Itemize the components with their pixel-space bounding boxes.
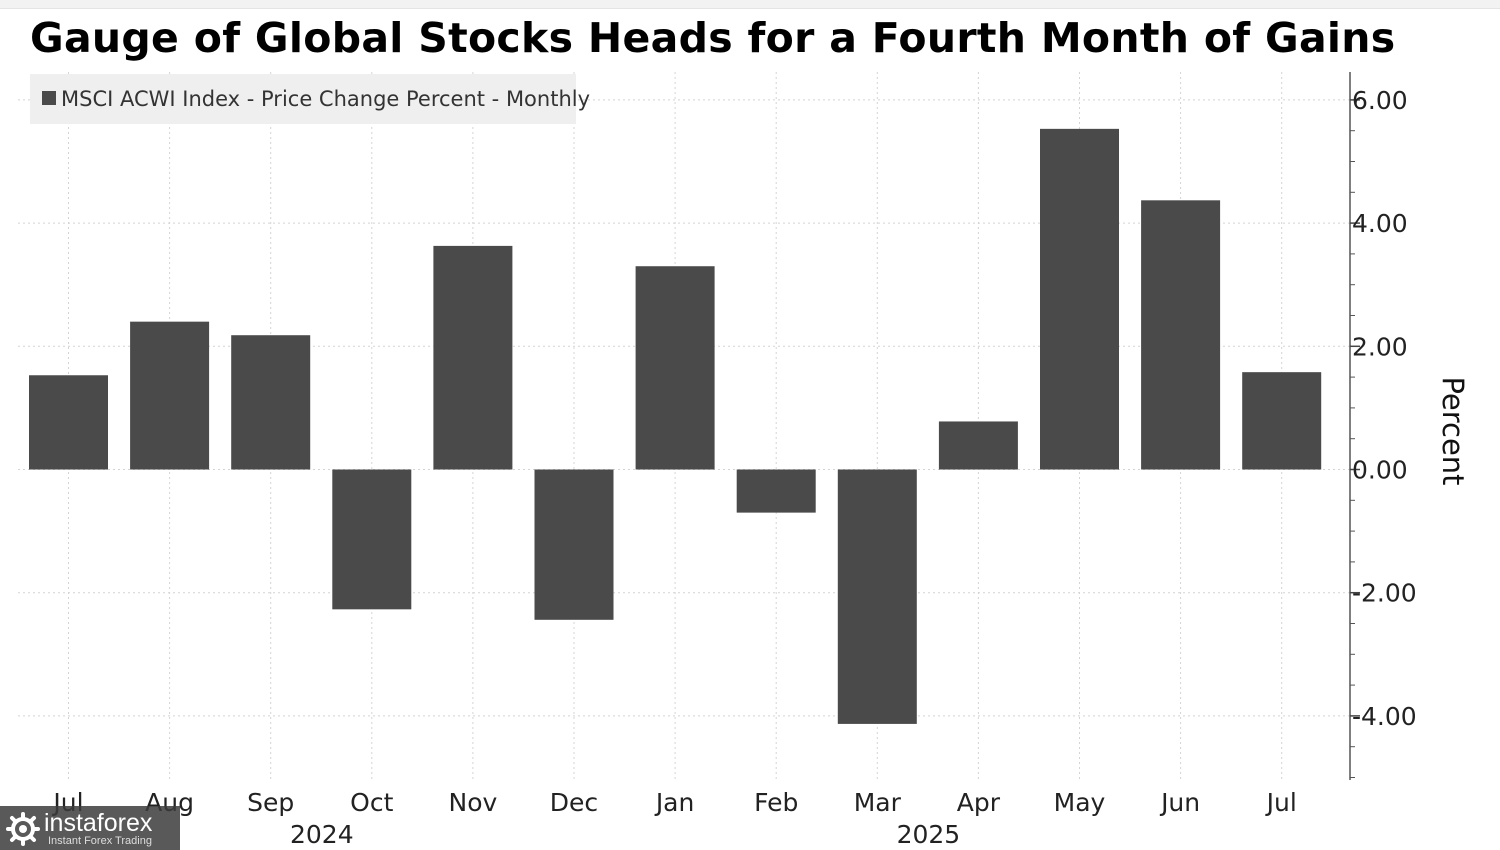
x-tick-label: Feb	[754, 788, 798, 817]
x-tick-label: Sep	[247, 788, 294, 817]
y-tick-label: 4.00	[1352, 209, 1408, 238]
x-tick-label: Jul	[1265, 788, 1297, 817]
legend-label: MSCI ACWI Index - Price Change Percent -…	[61, 87, 591, 111]
instaforex-logo-icon	[6, 812, 40, 846]
bar	[635, 266, 715, 470]
x-tick-label: Oct	[350, 788, 393, 817]
x-year-label: 2025	[897, 820, 961, 849]
bar	[837, 469, 917, 724]
bar	[534, 469, 614, 620]
bar	[938, 421, 1018, 470]
x-tick-label: Jun	[1159, 788, 1200, 817]
x-year-label: 2024	[290, 820, 354, 849]
bar	[29, 375, 108, 470]
y-axis-title: Percent	[1436, 376, 1470, 486]
bar	[231, 335, 311, 470]
legend: MSCI ACWI Index - Price Change Percent -…	[30, 74, 590, 124]
chart-title: Gauge of Global Stocks Heads for a Fourt…	[30, 14, 1396, 62]
bar	[433, 245, 513, 470]
y-tick-label: 2.00	[1352, 332, 1408, 361]
bar	[1141, 200, 1221, 470]
x-tick-label: Dec	[550, 788, 598, 817]
x-tick-label: May	[1054, 788, 1106, 817]
y-tick-label: -4.00	[1352, 702, 1417, 731]
bar	[1040, 128, 1119, 470]
bar	[130, 321, 210, 470]
watermark: instaforex Instant Forex Trading	[0, 806, 180, 850]
x-tick-label: Nov	[449, 788, 498, 817]
x-tick-label: Apr	[957, 788, 1001, 817]
x-tick-label: Mar	[854, 788, 902, 817]
y-tick-label: -2.00	[1352, 579, 1417, 608]
watermark-text: instaforex	[44, 809, 153, 837]
legend-swatch	[42, 91, 56, 105]
bar	[332, 469, 412, 610]
bar	[1242, 372, 1322, 470]
bar	[736, 469, 816, 513]
y-tick-label: 6.00	[1352, 86, 1408, 115]
y-tick-label: 0.00	[1352, 456, 1408, 485]
top-strip	[0, 0, 1500, 9]
x-tick-label: Jan	[654, 788, 695, 817]
watermark-subtext: Instant Forex Trading	[48, 835, 152, 847]
